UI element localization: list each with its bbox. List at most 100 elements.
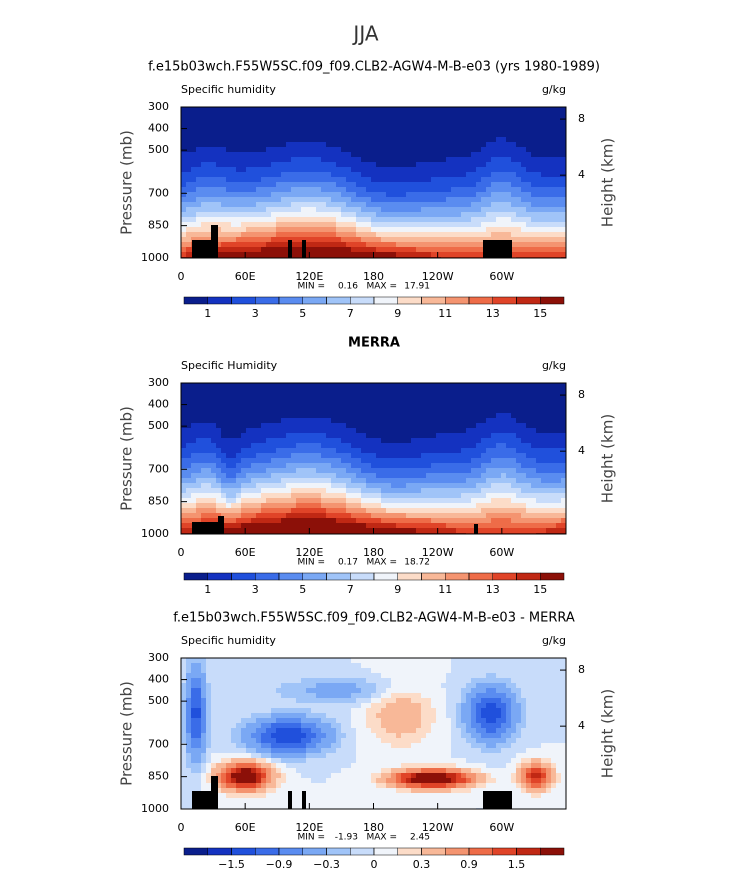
field-cell bbox=[356, 473, 362, 479]
field-cell bbox=[556, 212, 562, 218]
field-cell bbox=[356, 463, 362, 469]
field-cell bbox=[181, 513, 187, 519]
field-cell bbox=[471, 453, 477, 459]
field-cell bbox=[426, 177, 432, 183]
field-cell bbox=[346, 478, 352, 484]
field-cell bbox=[256, 217, 262, 223]
field-cell bbox=[266, 408, 272, 414]
field-cell bbox=[531, 222, 537, 228]
field-cell bbox=[381, 443, 387, 449]
field-cell bbox=[271, 413, 277, 419]
field-cell bbox=[326, 167, 332, 173]
field-cell bbox=[476, 403, 482, 409]
field-cell bbox=[356, 217, 362, 223]
field-cell bbox=[521, 207, 527, 213]
field-cell bbox=[426, 383, 432, 389]
field-cell bbox=[461, 398, 467, 404]
field-cell bbox=[431, 508, 437, 514]
field-cell bbox=[291, 388, 297, 394]
field-cell bbox=[371, 207, 377, 213]
field-cell bbox=[496, 523, 502, 529]
field-cell bbox=[331, 483, 337, 489]
field-cell bbox=[396, 202, 402, 208]
field-cell bbox=[191, 408, 197, 414]
field-cell bbox=[226, 237, 232, 243]
field-cell bbox=[331, 252, 337, 258]
field-cell bbox=[296, 468, 302, 474]
field-cell bbox=[391, 182, 397, 188]
field-cell bbox=[556, 132, 562, 138]
field-cell bbox=[381, 428, 387, 434]
field-cell bbox=[431, 112, 437, 118]
field-cell bbox=[211, 433, 217, 439]
field-cell bbox=[321, 112, 327, 118]
field-cell bbox=[481, 463, 487, 469]
field-cell bbox=[531, 518, 537, 524]
field-cell bbox=[341, 433, 347, 439]
field-cell bbox=[466, 403, 472, 409]
field-cell bbox=[286, 453, 292, 459]
field-cell bbox=[201, 147, 207, 153]
field-cell bbox=[236, 433, 242, 439]
field-cell bbox=[261, 127, 267, 133]
field-cell bbox=[376, 458, 382, 464]
field-cell bbox=[231, 207, 237, 213]
field-cell bbox=[336, 418, 342, 424]
field-cell bbox=[351, 142, 357, 148]
field-cell bbox=[481, 157, 487, 163]
field-cell bbox=[281, 227, 287, 233]
field-cell bbox=[456, 483, 462, 489]
field-cell bbox=[536, 227, 542, 233]
field-cell bbox=[526, 227, 532, 233]
field-cell bbox=[331, 197, 337, 203]
field-cell bbox=[321, 508, 327, 514]
field-cell bbox=[386, 172, 392, 178]
field-cell bbox=[301, 388, 307, 394]
field-cell bbox=[326, 117, 332, 123]
field-cell bbox=[386, 147, 392, 153]
field-cell bbox=[401, 398, 407, 404]
field-cell bbox=[421, 488, 427, 494]
field-cell bbox=[546, 212, 552, 218]
field-cell bbox=[396, 207, 402, 213]
field-cell bbox=[241, 152, 247, 158]
field-cell bbox=[536, 107, 542, 113]
field-cell bbox=[471, 107, 477, 113]
field-cell bbox=[311, 222, 317, 228]
field-cell bbox=[391, 458, 397, 464]
field-cell bbox=[556, 483, 562, 489]
field-cell bbox=[296, 147, 302, 153]
field-cell bbox=[406, 157, 412, 163]
field-cell bbox=[221, 127, 227, 133]
field-cell bbox=[416, 107, 422, 113]
field-cell bbox=[306, 503, 312, 509]
field-cell bbox=[511, 187, 517, 193]
colorbar-label: 9 bbox=[394, 307, 401, 320]
field-cell bbox=[386, 423, 392, 429]
field-cell bbox=[256, 202, 262, 208]
field-cell bbox=[416, 217, 422, 223]
field-cell bbox=[321, 162, 327, 168]
field-cell bbox=[381, 433, 387, 439]
field-cell bbox=[416, 187, 422, 193]
field-cell bbox=[246, 227, 252, 233]
field-cell bbox=[316, 187, 322, 193]
field-cell bbox=[271, 157, 277, 163]
field-cell bbox=[376, 252, 382, 258]
field-cell bbox=[291, 172, 297, 178]
field-cell bbox=[336, 172, 342, 178]
field-cell bbox=[221, 388, 227, 394]
field-cell bbox=[481, 388, 487, 394]
field-cell bbox=[521, 523, 527, 529]
field-cell bbox=[376, 212, 382, 218]
field-cell bbox=[201, 202, 207, 208]
field-cell bbox=[511, 418, 517, 424]
field-cell bbox=[226, 423, 232, 429]
field-cell bbox=[351, 137, 357, 143]
field-cell bbox=[201, 398, 207, 404]
field-cell bbox=[356, 468, 362, 474]
field-cell bbox=[471, 403, 477, 409]
field-cell bbox=[336, 132, 342, 138]
field-cell bbox=[201, 142, 207, 148]
field-cell bbox=[396, 157, 402, 163]
